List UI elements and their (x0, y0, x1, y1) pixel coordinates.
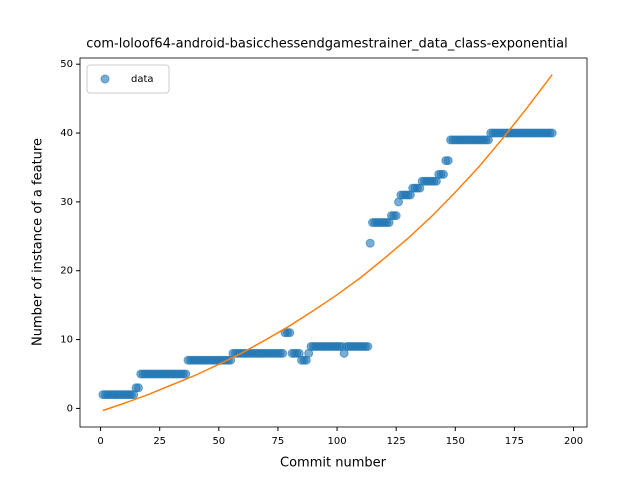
data-point (278, 348, 288, 358)
plot-frame (79, 57, 588, 428)
x-tick-label: 100 (328, 436, 347, 447)
x-tick-label: 25 (153, 436, 166, 447)
y-tick-label: 50 (60, 59, 73, 70)
y-tick-label: 10 (60, 335, 73, 346)
legend-label: data (131, 74, 154, 85)
x-tick-label: 0 (97, 436, 103, 447)
data-point (133, 383, 143, 393)
chart-title: com-loloof64-android-basicchessendgamest… (86, 37, 567, 52)
x-tick-label: 125 (387, 436, 406, 447)
y-axis-label: Number of instance of a feature (31, 138, 46, 346)
legend-box (86, 64, 170, 94)
legend-marker (100, 74, 110, 84)
y-tick-label: 40 (60, 128, 73, 139)
x-tick-label: 50 (212, 436, 225, 447)
x-tick-label: 150 (446, 436, 465, 447)
x-tick-label: 175 (505, 436, 524, 447)
x-axis-label: Commit number (280, 456, 387, 471)
fit-line (102, 74, 553, 412)
data-point (285, 328, 295, 338)
data-point (363, 341, 373, 351)
y-tick-label: 20 (60, 266, 73, 277)
data-point (443, 156, 453, 166)
data-point (365, 238, 375, 248)
x-tick-label: 75 (272, 436, 285, 447)
x-tick-label: 200 (564, 436, 583, 447)
data-point (181, 369, 191, 379)
data-point (391, 211, 401, 221)
y-tick-label: 0 (67, 403, 73, 414)
data-point (547, 128, 557, 138)
data-point (438, 169, 448, 179)
y-tick-label: 30 (60, 197, 73, 208)
